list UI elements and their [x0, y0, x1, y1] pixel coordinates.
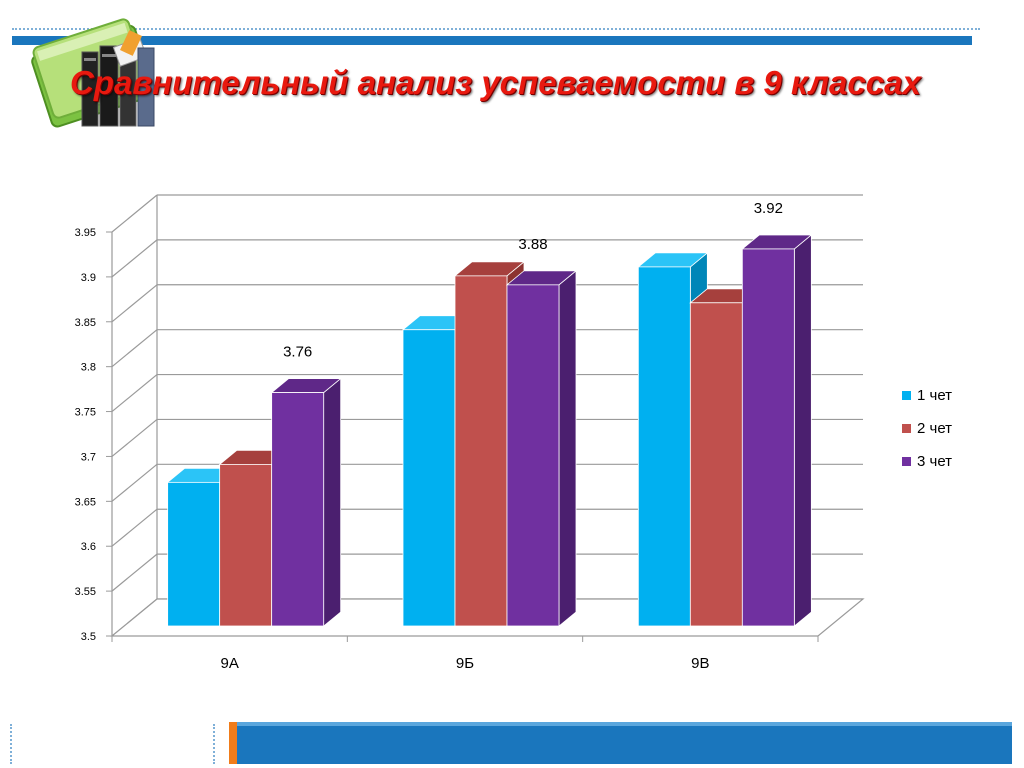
- bottom-dotted-line-right: [213, 724, 215, 764]
- y-tick-label: 3.8: [81, 362, 96, 374]
- y-tick-label: 3.5: [81, 631, 96, 643]
- legend-entry: 2 чет: [917, 420, 952, 437]
- side-gridline: [111, 194, 158, 233]
- bar: [167, 481, 221, 627]
- y-tick-label: 3.6: [81, 541, 96, 553]
- side-gridline: [111, 508, 158, 547]
- bar: [219, 463, 273, 627]
- bottom-orange-accent: [229, 722, 237, 764]
- bar: [454, 275, 508, 627]
- bottom-dotted-line-left: [10, 724, 12, 764]
- legend-swatch: [902, 424, 911, 433]
- books-icon: [31, 18, 156, 128]
- y-tick-label: 3.7: [81, 451, 96, 463]
- y-tick-label: 3.65: [75, 496, 96, 508]
- legend-entry: 3 чет: [917, 453, 952, 470]
- bottom-blue-band: [237, 722, 1012, 764]
- legend-entry: 1 чет: [917, 387, 952, 404]
- bar: [689, 302, 743, 627]
- side-gridline: [111, 374, 158, 413]
- y-tick-label: 3.55: [75, 586, 96, 598]
- x-tick-label: 9В: [691, 655, 709, 672]
- bar: [741, 248, 795, 627]
- data-label: 3.88: [518, 236, 547, 253]
- side-gridline: [111, 239, 158, 278]
- x-tick-label: 9А: [220, 655, 238, 672]
- data-label: 3.92: [754, 200, 783, 217]
- bar-side: [323, 377, 342, 627]
- data-label: 3.76: [283, 344, 312, 361]
- bar: [402, 329, 456, 627]
- bar: [506, 284, 560, 627]
- side-gridline: [111, 553, 158, 592]
- top-blue-band: [12, 36, 972, 45]
- legend-swatch: [902, 391, 911, 400]
- side-gridline: [111, 463, 158, 502]
- y-tick-label: 3.95: [75, 227, 96, 239]
- side-gridline: [111, 329, 158, 368]
- side-gridline: [111, 418, 158, 457]
- bar: [271, 392, 325, 627]
- y-tick-label: 3.9: [81, 272, 96, 284]
- y-tick-label: 3.75: [75, 407, 96, 419]
- bar-side: [793, 234, 812, 627]
- x-tick-label: 9Б: [456, 655, 474, 672]
- slide-title: Сравнительный анализ успеваемости в 9 кл…: [70, 64, 921, 101]
- side-gridline: [111, 284, 158, 323]
- legend-swatch: [902, 457, 911, 466]
- y-tick-label: 3.85: [75, 317, 96, 329]
- bar: [637, 266, 691, 627]
- bar-side: [558, 269, 577, 627]
- bottom-blue-band-highlight: [237, 722, 1012, 726]
- top-dotted-line: [12, 28, 980, 30]
